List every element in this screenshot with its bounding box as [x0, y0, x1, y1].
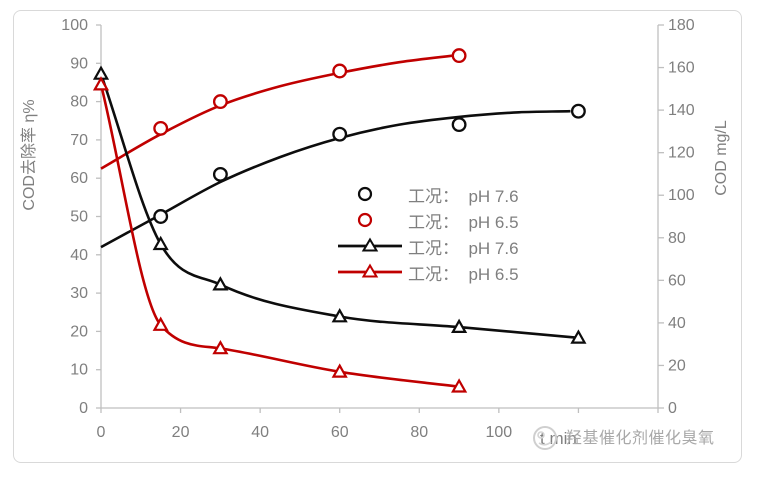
tick-label: 10	[70, 362, 88, 379]
legend-item-cod-ph6.5: 工况： pH 6.5	[336, 259, 519, 285]
series-2-line	[99, 73, 579, 340]
watermark-logo-icon	[533, 426, 557, 450]
tick-label: 40	[70, 247, 88, 264]
data-point-triangle	[92, 76, 110, 91]
legend-label: 工况： pH 7.6	[408, 186, 519, 206]
tick-label: 180	[668, 17, 695, 34]
tick-label: 20	[172, 424, 190, 441]
tick-label: 40	[668, 315, 686, 332]
legend-item-cod-ph7.6: 工况： pH 7.6	[336, 233, 519, 259]
data-point-triangle	[331, 363, 348, 378]
series-3-triangle	[92, 76, 468, 393]
tick-label: 0	[97, 424, 106, 441]
tick-label: 20	[668, 357, 686, 374]
circle-marker-icon	[357, 212, 373, 228]
left-axis-ticks: 0 10 20 30 40 50 60 70 80 90 100	[61, 17, 101, 417]
tick-label: 120	[668, 145, 695, 162]
circle-marker-icon	[357, 186, 373, 202]
tick-label: 80	[668, 230, 686, 247]
tick-label: 100	[486, 424, 513, 441]
tick-label: 60	[668, 272, 686, 289]
data-point-circle	[212, 94, 228, 110]
data-point-triangle	[212, 276, 229, 291]
tick-label: 0	[668, 400, 677, 417]
tick-label: 80	[410, 424, 428, 441]
tick-label: 100	[668, 187, 695, 204]
data-point-triangle	[152, 235, 169, 251]
data-point-circle	[212, 166, 228, 182]
line-triangle-marker-icon	[338, 237, 402, 252]
tick-label: 0	[79, 400, 88, 417]
x-axis-ticks: 0 20 40 60 80 100	[97, 408, 659, 441]
data-point-circle	[451, 117, 467, 133]
tick-label: 140	[668, 102, 695, 119]
tick-label: 40	[251, 424, 269, 441]
tick-label: 90	[70, 55, 88, 72]
data-point-circle	[451, 48, 467, 64]
data-point-circle	[153, 209, 169, 224]
series-0-circle	[100, 103, 586, 249]
chart-frame	[13, 10, 742, 463]
series-1-line	[100, 53, 460, 170]
watermark-text: 羟基催化剂催化臭氧	[566, 430, 715, 447]
data-point-triangle	[451, 318, 468, 333]
data-point-circle	[570, 103, 586, 119]
legend-item-removal-ph7.6: 工况： pH 7.6	[336, 181, 519, 207]
left-axis-title: COD去除率 η%	[21, 99, 38, 211]
data-point-circle	[332, 126, 348, 142]
tick-label: 60	[331, 424, 349, 441]
tick-label: 160	[668, 60, 695, 77]
legend-label: 工况： pH 7.6	[408, 238, 519, 258]
legend-label: 工况： pH 6.5	[408, 264, 519, 284]
legend-label: 工况： pH 6.5	[408, 212, 519, 232]
tick-label: 60	[70, 170, 88, 187]
tick-label: 70	[70, 132, 88, 149]
series-1-circle	[100, 48, 467, 170]
tick-label: 30	[70, 285, 88, 302]
legend-item-removal-ph6.5: 工况： pH 6.5	[336, 207, 519, 233]
tick-label: 80	[70, 94, 88, 111]
data-point-triangle	[570, 329, 587, 344]
line-triangle-marker-icon	[338, 263, 402, 278]
legend: 工况： pH 7.6 工况： pH 6.5 工况： pH 7.6 工况： pH …	[336, 181, 519, 285]
tick-label: 50	[70, 209, 88, 226]
data-point-triangle	[451, 378, 468, 393]
tick-label: 100	[61, 17, 88, 34]
data-point-triangle	[331, 308, 348, 323]
data-point-circle	[153, 120, 169, 136]
right-axis-ticks: 0 20 40 60 80 100 120 140 160 180	[658, 17, 695, 417]
right-axis-title: COD mg/L	[713, 120, 730, 196]
tick-label: 20	[70, 323, 88, 340]
data-point-circle	[332, 63, 348, 79]
data-point-triangle	[152, 316, 169, 331]
data-point-triangle	[212, 339, 229, 355]
